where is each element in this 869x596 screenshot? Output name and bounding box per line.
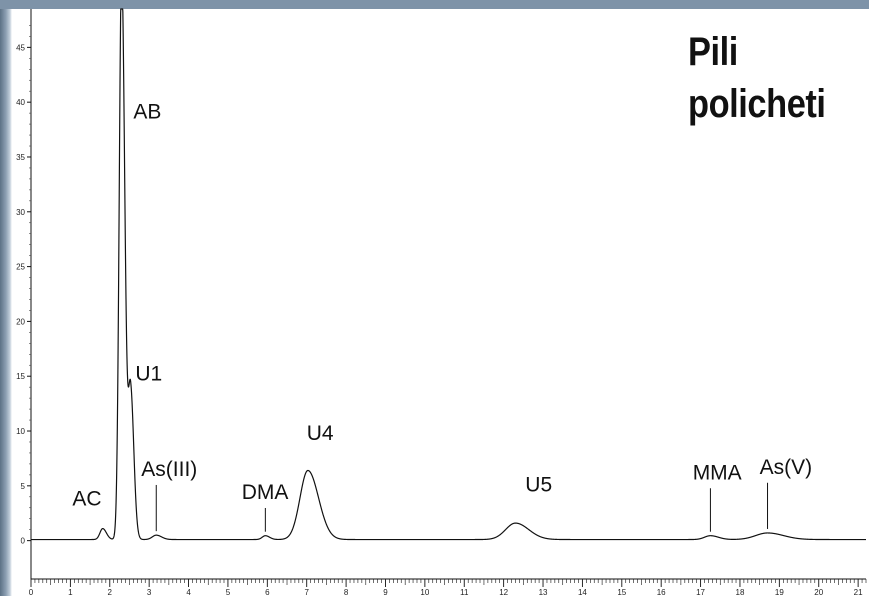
y-tick-label: 45: [16, 43, 25, 52]
peak-annotations: AB U1 AC As(III) DMA U4 U5 MMA As(V): [72, 101, 812, 532]
x-tick-label: 16: [657, 588, 666, 596]
peak-label-u1: U1: [135, 363, 162, 386]
x-tick-label: 6: [265, 588, 270, 596]
x-tick-label: 18: [736, 588, 745, 596]
x-tick-label: 7: [304, 588, 309, 596]
x-tick-label: 4: [186, 588, 191, 596]
chart-title: Pili policheti: [688, 26, 863, 130]
y-tick-label: 40: [16, 98, 25, 107]
x-tick-label: 10: [420, 588, 429, 596]
x-tick-label: 14: [578, 588, 587, 596]
x-tick-label: 1: [68, 588, 73, 596]
x-tick-label: 12: [499, 588, 508, 596]
peak-label-as-iii: As(III): [141, 458, 197, 481]
x-tick-label: 2: [108, 588, 113, 596]
y-tick-label: 10: [16, 427, 25, 436]
y-tick-label: 30: [16, 208, 25, 217]
peak-label-u5: U5: [525, 473, 552, 496]
peak-label-ab: AB: [133, 101, 161, 124]
x-tick-label: 20: [814, 588, 823, 596]
peak-label-as-v: As(V): [760, 456, 813, 479]
x-tick-label: 0: [29, 588, 34, 596]
peak-label-u4: U4: [307, 422, 334, 445]
y-tick-label: 35: [16, 153, 25, 162]
x-tick-label: 9: [383, 588, 388, 596]
x-tick-label: 5: [226, 588, 231, 596]
trace-layer: [30, 8, 867, 541]
x-tick-label: 15: [617, 588, 626, 596]
title-line-1: Pili: [688, 30, 738, 74]
x-tick-label: 17: [696, 588, 705, 596]
x-tick-label: 19: [775, 588, 784, 596]
y-tick-label: 25: [16, 263, 25, 272]
peak-label-mma: MMA: [693, 461, 742, 484]
x-tick-label: 21: [854, 588, 863, 596]
peak-label-dma: DMA: [242, 481, 289, 504]
y-tick-label: 15: [16, 372, 25, 381]
title-line-2: policheti: [688, 82, 826, 126]
x-tick-label: 11: [460, 588, 469, 596]
x-tick-label: 3: [147, 588, 152, 596]
y-tick-label: 5: [21, 482, 26, 491]
y-tick-label: 20: [16, 317, 25, 326]
x-tick-label: 8: [344, 588, 349, 596]
chromatogram-trace: [30, 8, 867, 541]
peak-label-ac: AC: [72, 488, 101, 511]
x-tick-label: 13: [539, 588, 548, 596]
y-tick-label: 0: [21, 537, 26, 546]
